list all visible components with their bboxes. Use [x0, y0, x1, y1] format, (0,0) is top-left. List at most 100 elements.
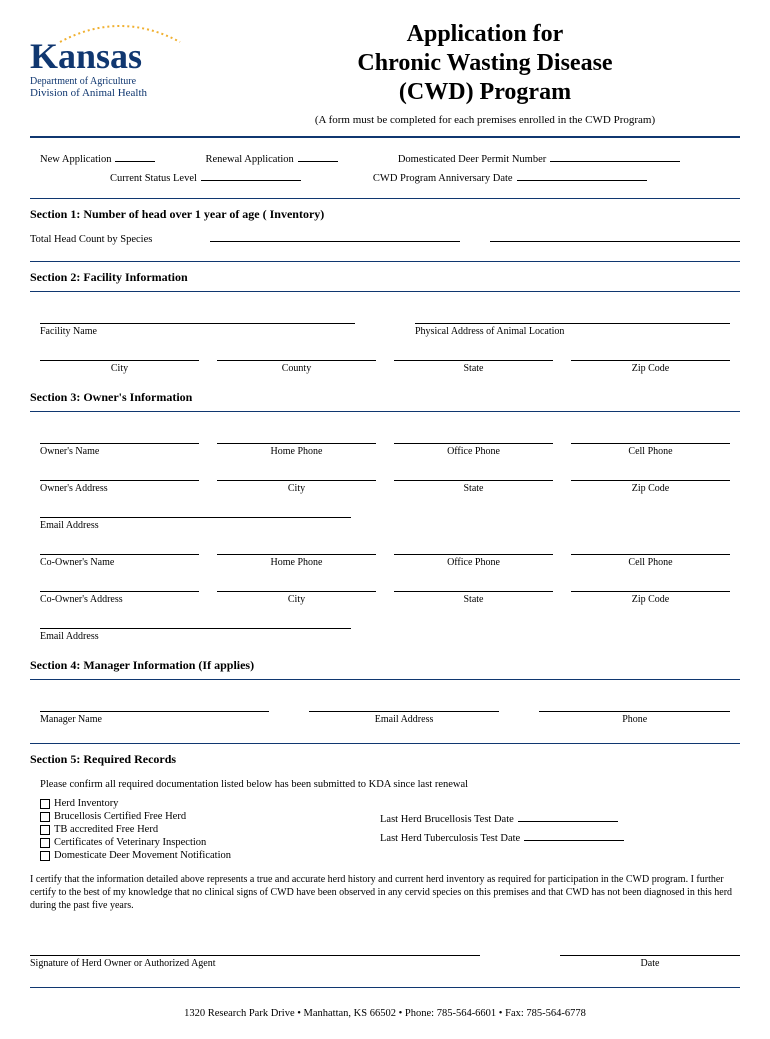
- coowner-addr-input[interactable]: [40, 578, 199, 592]
- divider: [30, 679, 740, 680]
- owner-zip-input[interactable]: [571, 467, 730, 481]
- divider: [30, 261, 740, 262]
- state-label: State: [394, 363, 553, 374]
- logo-div: Division of Animal Health: [30, 87, 210, 99]
- coowner-addr-label: Co-Owner's Address: [40, 594, 199, 605]
- logo-block: Kansas Department of Agriculture Divisio…: [30, 20, 210, 99]
- coowner-name-label: Co-Owner's Name: [40, 557, 199, 568]
- owner-email-label: Email Address: [40, 520, 730, 531]
- species-input-2[interactable]: [490, 228, 740, 242]
- divider: [30, 198, 740, 199]
- divider: [30, 743, 740, 744]
- title-sub: (A form must be completed for each premi…: [230, 114, 740, 126]
- co-city-input[interactable]: [217, 578, 376, 592]
- bruc-date-label: Last Herd Brucellosis Test Date: [380, 814, 514, 825]
- coowner-email-label: Email Address: [40, 631, 730, 642]
- co-city-label: City: [217, 594, 376, 605]
- divider: [30, 136, 740, 138]
- title-line1: Application for: [230, 20, 740, 49]
- logo-dept: Department of Agriculture: [30, 76, 210, 87]
- zip-input[interactable]: [571, 347, 730, 361]
- new-app-input[interactable]: [115, 150, 155, 162]
- owner-addr-input[interactable]: [40, 467, 199, 481]
- title-line3: (CWD) Program: [230, 78, 740, 107]
- tb-date-label: Last Herd Tuberculosis Test Date: [380, 833, 520, 844]
- bruc-date-input[interactable]: [518, 810, 618, 822]
- county-label: County: [217, 363, 376, 374]
- cell-phone-label: Cell Phone: [571, 446, 730, 457]
- logo-arc-icon: [50, 20, 210, 44]
- header: Kansas Department of Agriculture Divisio…: [30, 20, 740, 126]
- section3-title: Section 3: Owner's Information: [30, 390, 740, 405]
- chk-vet-cert[interactable]: [40, 838, 50, 848]
- manager-phone-label: Phone: [539, 714, 730, 725]
- owner-city-label: City: [217, 483, 376, 494]
- tb-date-input[interactable]: [524, 829, 624, 841]
- owner-email-input[interactable]: [40, 504, 351, 518]
- divider: [30, 291, 740, 292]
- chk-tb[interactable]: [40, 825, 50, 835]
- anniv-input[interactable]: [517, 169, 647, 181]
- county-input[interactable]: [217, 347, 376, 361]
- chk1-label: Herd Inventory: [54, 798, 118, 809]
- city-input[interactable]: [40, 347, 199, 361]
- co-zip-label: Zip Code: [571, 594, 730, 605]
- renewal-input[interactable]: [298, 150, 338, 162]
- species-input-1[interactable]: [210, 228, 460, 242]
- date-label: Date: [560, 958, 740, 969]
- date-input[interactable]: [560, 942, 740, 956]
- section1-title: Section 1: Number of head over 1 year of…: [30, 207, 740, 222]
- state-input[interactable]: [394, 347, 553, 361]
- divider: [30, 987, 740, 988]
- coowner-name-input[interactable]: [40, 541, 199, 555]
- zip-label: Zip Code: [571, 363, 730, 374]
- owner-addr-label: Owner's Address: [40, 483, 199, 494]
- chk-movement[interactable]: [40, 851, 50, 861]
- permit-input[interactable]: [550, 150, 680, 162]
- owner-state-input[interactable]: [394, 467, 553, 481]
- chk2-label: Brucellosis Certified Free Herd: [54, 811, 186, 822]
- home-phone-label: Home Phone: [217, 446, 376, 457]
- certification-text: I certify that the information detailed …: [30, 873, 740, 912]
- office-phone-input[interactable]: [394, 430, 553, 444]
- cell-phone-input[interactable]: [571, 430, 730, 444]
- co-office-phone-label: Office Phone: [394, 557, 553, 568]
- chk-brucellosis[interactable]: [40, 812, 50, 822]
- s1-label: Total Head Count by Species: [30, 234, 190, 245]
- divider: [30, 411, 740, 412]
- coowner-email-input[interactable]: [40, 615, 351, 629]
- co-zip-input[interactable]: [571, 578, 730, 592]
- title-line2: Chronic Wasting Disease: [230, 49, 740, 78]
- owner-name-input[interactable]: [40, 430, 199, 444]
- home-phone-input[interactable]: [217, 430, 376, 444]
- status-input[interactable]: [201, 169, 301, 181]
- office-phone-label: Office Phone: [394, 446, 553, 457]
- co-cell-phone-input[interactable]: [571, 541, 730, 555]
- status-label: Current Status Level: [110, 173, 197, 184]
- owner-state-label: State: [394, 483, 553, 494]
- manager-name-input[interactable]: [40, 698, 269, 712]
- phys-addr-label: Physical Address of Animal Location: [415, 326, 730, 337]
- manager-email-input[interactable]: [309, 698, 500, 712]
- section4-title: Section 4: Manager Information (If appli…: [30, 658, 740, 673]
- manager-email-label: Email Address: [309, 714, 500, 725]
- section2-title: Section 2: Facility Information: [30, 270, 740, 285]
- owner-name-label: Owner's Name: [40, 446, 199, 457]
- co-home-phone-label: Home Phone: [217, 557, 376, 568]
- co-state-label: State: [394, 594, 553, 605]
- co-office-phone-input[interactable]: [394, 541, 553, 555]
- signature-label: Signature of Herd Owner or Authorized Ag…: [30, 958, 480, 969]
- signature-input[interactable]: [30, 942, 480, 956]
- footer-text: 1320 Research Park Drive • Manhattan, KS…: [30, 1004, 740, 1019]
- owner-city-input[interactable]: [217, 467, 376, 481]
- phys-addr-input[interactable]: [415, 310, 730, 324]
- city-label: City: [40, 363, 199, 374]
- chk-herd-inventory[interactable]: [40, 799, 50, 809]
- manager-name-label: Manager Name: [40, 714, 269, 725]
- new-app-label: New Application: [40, 154, 111, 165]
- manager-phone-input[interactable]: [539, 698, 730, 712]
- facility-name-input[interactable]: [40, 310, 355, 324]
- co-state-input[interactable]: [394, 578, 553, 592]
- s5-intro: Please confirm all required documentatio…: [40, 779, 730, 790]
- co-home-phone-input[interactable]: [217, 541, 376, 555]
